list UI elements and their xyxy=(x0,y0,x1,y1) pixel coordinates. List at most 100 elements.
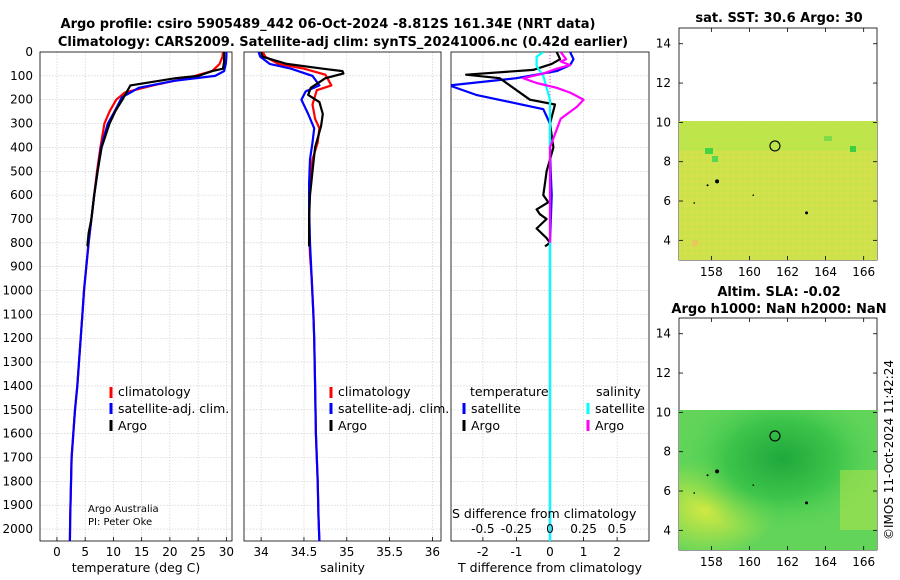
map-x-tick-label: 158 xyxy=(700,265,723,279)
sal-diff-argo-line xyxy=(522,52,585,243)
argo-position-marker xyxy=(769,140,781,152)
sst-cool-patch xyxy=(824,136,832,141)
panel-frame xyxy=(39,51,233,542)
x-tick-label: 35.5 xyxy=(376,545,403,559)
map-x-tick-label: 160 xyxy=(738,555,761,569)
x-tick-label: 0 xyxy=(53,545,61,559)
map-y-tick-label: 12 xyxy=(656,76,671,90)
depth-tick-label: 300 xyxy=(10,117,33,131)
credit-line2: PI: Peter Oke xyxy=(88,517,152,528)
depth-tick-label: 200 xyxy=(10,93,33,107)
legend-sal-argo-label: Argo xyxy=(595,418,624,433)
map-y-tick-label: 10 xyxy=(656,405,671,419)
salinity-legend: climatology satellite-adj. clim. Argo xyxy=(329,384,449,433)
depth-tick-label: 2000 xyxy=(2,522,33,536)
depth-tick-label: 1600 xyxy=(2,427,33,441)
salinity-difference-ticks: -0.5 -0.25 0 0.25 0.5 xyxy=(471,522,626,536)
legend-temp-argo-label: Argo xyxy=(471,418,500,433)
x-tick-label: 35 xyxy=(339,545,354,559)
sst-warm-patch xyxy=(692,240,698,246)
depth-tick-label: 500 xyxy=(10,164,33,178)
depth-tick-label: 1500 xyxy=(2,403,33,417)
salinity-panel: 34 34.5 35 35.5 36 salinity xyxy=(243,51,442,575)
legend-climatology-label: climatology xyxy=(118,384,191,399)
x-axis-label: temperature (deg C) xyxy=(72,560,201,575)
legend-temperature-title: temperature xyxy=(470,384,549,399)
map-y-tick-label: 6 xyxy=(663,194,671,208)
float-position-dot xyxy=(693,202,696,204)
x-tick-label: 15 xyxy=(134,545,149,559)
sst-cool-patch xyxy=(705,148,713,154)
map-y-tick-label: 8 xyxy=(663,445,671,459)
map-x-tick-label: 164 xyxy=(814,555,837,569)
map-y-tick-label: 14 xyxy=(656,327,671,341)
map-y-tick-label: 6 xyxy=(663,484,671,498)
map-y-tick-label: 12 xyxy=(656,366,671,380)
map-y-tick-label: 10 xyxy=(656,115,671,129)
x-axis-label: T difference from climatology xyxy=(457,560,643,575)
sal-diff-tick-label: -0.25 xyxy=(501,522,532,536)
credit-line1: Argo Australia xyxy=(88,504,159,515)
sla-map-title-line1: Altim. SLA: -0.02 xyxy=(717,285,840,300)
depth-tick-label: 800 xyxy=(10,236,33,250)
x-axis-label: salinity xyxy=(320,560,365,575)
difference-panel: -2 -1 0 1 2T difference from climatology xyxy=(450,51,650,575)
map-x-tick-label: 158 xyxy=(700,555,723,569)
depth-tick-label: 600 xyxy=(10,188,33,202)
legend-satellite-label: satellite-adj. clim. xyxy=(118,401,229,416)
depth-tick-label: 1900 xyxy=(2,498,33,512)
sst-markers xyxy=(693,140,809,215)
sal-diff-satellite-line xyxy=(535,52,552,541)
sla-map-title-line2: Argo h1000: NaN h2000: NaN xyxy=(671,302,886,317)
x-tick-label: 25 xyxy=(190,545,205,559)
temperature-climatology-line xyxy=(68,52,225,541)
map-x-tick-label: 166 xyxy=(852,555,875,569)
x-tick-label: 5 xyxy=(81,545,89,559)
temperature-legend: climatology satellite-adj. clim. Argo xyxy=(109,384,229,433)
sst-field xyxy=(679,121,877,260)
x-tick-label: 10 xyxy=(106,545,121,559)
sal-diff-tick-label: 0.5 xyxy=(608,522,627,536)
temperature-argo-line xyxy=(86,52,226,247)
depth-tick-label: 1000 xyxy=(2,284,33,298)
timestamp: ©IMOS 11-Oct-2024 11:42:24 xyxy=(882,360,896,540)
float-position-dot xyxy=(805,211,809,215)
x-tick-label: 36 xyxy=(425,545,440,559)
depth-tick-label: 1700 xyxy=(2,451,33,465)
x-tick-label: 2 xyxy=(613,545,621,559)
figure-title-line2: Climatology: CARS2009. Satellite-adj cli… xyxy=(58,35,628,50)
float-position-dot xyxy=(752,484,755,486)
map-x-tick-label: 164 xyxy=(814,265,837,279)
sst-field-band xyxy=(679,121,877,151)
depth-tick-label: 0 xyxy=(25,45,33,59)
sst-map-title: sat. SST: 30.6 Argo: 30 xyxy=(695,11,862,26)
float-position-dot xyxy=(715,179,720,184)
panel-frame xyxy=(243,51,442,542)
legend-sal-satellite-label: satellite xyxy=(595,401,645,416)
map-x-tick-label: 160 xyxy=(738,265,761,279)
salinity-difference-axis-label: S difference from climatology xyxy=(452,506,637,521)
x-tick-label: 1 xyxy=(580,545,588,559)
sla-map-axes: 158 160 162 164 166 14 12 10 8 6 4 xyxy=(656,318,877,569)
map-x-tick-label: 166 xyxy=(852,265,875,279)
depth-tick-label: 1100 xyxy=(2,307,33,321)
float-position-dot xyxy=(715,469,720,474)
float-position-dot xyxy=(805,501,809,505)
legend-argo-label: Argo xyxy=(338,418,367,433)
difference-legend: temperature salinity satellite Argo sate… xyxy=(462,384,645,433)
salinity-satellite-line xyxy=(257,52,321,541)
sst-cool-patch xyxy=(850,146,856,152)
depth-tick-label: 1200 xyxy=(2,331,33,345)
x-tick-label: 34 xyxy=(253,545,268,559)
float-position-dot xyxy=(693,492,696,494)
sst-map-axes: 158 160 162 164 166 14 12 10 8 6 4 xyxy=(656,28,877,279)
argo-position-marker xyxy=(769,430,781,442)
map-y-tick-label: 4 xyxy=(663,523,671,537)
float-position-dot xyxy=(706,184,709,187)
temperature-panel: 0 5 10 15 20 25 30 temperature (deg C) xyxy=(39,51,234,575)
depth-tick-label: 1800 xyxy=(2,474,33,488)
legend-temp-satellite-label: satellite xyxy=(471,401,521,416)
float-position-dot xyxy=(752,194,755,196)
legend-argo-label: Argo xyxy=(118,418,147,433)
legend-salinity-title: salinity xyxy=(596,384,641,399)
